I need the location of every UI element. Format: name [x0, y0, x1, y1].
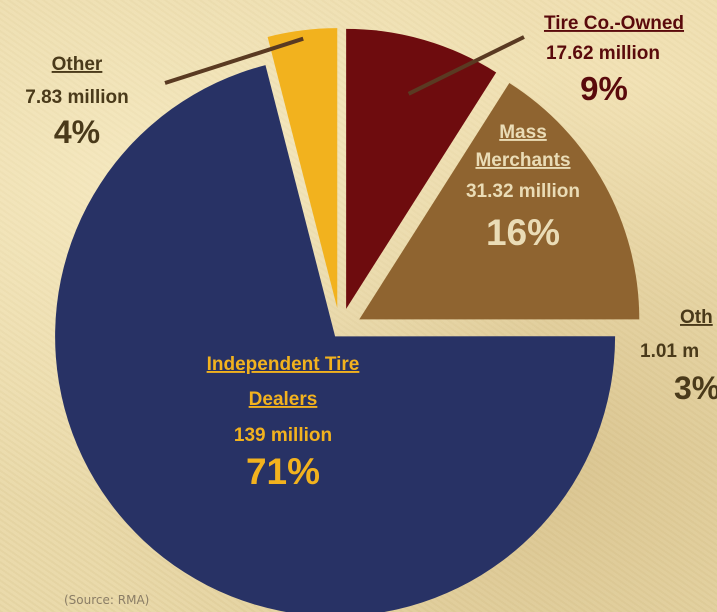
- slice-other: [267, 28, 338, 309]
- slice-independent-tire-dealers: [55, 65, 616, 612]
- label-tire-co-owned-value: 17.62 million: [546, 43, 660, 64]
- leader-lines: [164, 35, 525, 96]
- label-independent-name-2: Dealers: [249, 389, 318, 410]
- leader-line-tire-co-owned: [407, 35, 525, 96]
- label-other-pct: 4%: [54, 114, 100, 150]
- pie-slices: [55, 28, 640, 612]
- cutoff-label-pct: 3%: [674, 370, 717, 406]
- cutoff-label-name: Oth: [680, 307, 713, 328]
- label-tire-co-owned-name: Tire Co.-Owned: [544, 13, 684, 34]
- label-independent-value: 139 million: [234, 425, 332, 446]
- source-note: (Source: RMA): [64, 593, 149, 607]
- slice-tire-co-owned: [346, 28, 497, 309]
- label-tire-co-owned-pct: 9%: [580, 70, 628, 107]
- label-mass-merchants-name-2: Merchants: [475, 150, 570, 171]
- label-independent-pct: 71%: [246, 451, 320, 492]
- leader-line-other: [164, 36, 304, 85]
- label-other-value: 7.83 million: [25, 87, 128, 108]
- label-mass-merchants-pct: 16%: [486, 212, 560, 253]
- label-independent-name-1: Independent Tire: [207, 354, 360, 375]
- label-other-name: Other: [52, 54, 103, 75]
- label-mass-merchants-value: 31.32 million: [466, 181, 580, 202]
- label-mass-merchants-name-1: Mass: [499, 122, 547, 143]
- cutoff-label-value: 1.01 m: [640, 341, 699, 362]
- slice-mass-merchants: [359, 82, 640, 320]
